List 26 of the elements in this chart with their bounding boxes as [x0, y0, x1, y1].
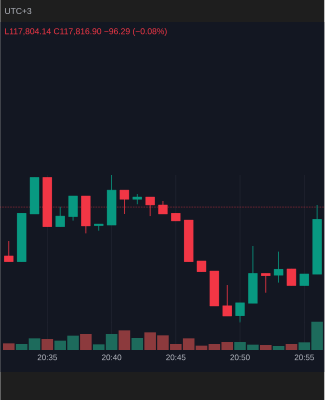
candlestick: [196, 260, 206, 272]
text: L117,804.14 C117,816.90 −96.29 (−0.08%): [5, 28, 167, 36]
x-tick-label: 20:50: [230, 354, 250, 360]
candlestick: [274, 251, 284, 284]
bar: [260, 345, 272, 350]
candlestick: [286, 268, 296, 286]
candlestick: [300, 274, 310, 286]
candlestick: [132, 194, 142, 205]
candlestick: [56, 206, 66, 228]
x-tick-label: 20:40: [102, 354, 122, 360]
x-tick-label: 20:35: [38, 354, 58, 360]
candlestick: [4, 240, 14, 262]
bar: [42, 339, 54, 350]
text: UTC+3: [5, 8, 32, 14]
bar: [3, 343, 15, 350]
candlestick: [236, 302, 245, 324]
x-tick-label: 20:55: [294, 354, 314, 360]
bar: [80, 334, 92, 350]
candlestick: [261, 272, 271, 294]
x-tick-label: 20:45: [166, 354, 186, 360]
bar: [118, 330, 130, 350]
bar: [132, 338, 144, 350]
bar: [272, 346, 285, 350]
bar: [286, 344, 298, 350]
candlestick: [68, 196, 78, 222]
candlestick: [222, 284, 232, 316]
